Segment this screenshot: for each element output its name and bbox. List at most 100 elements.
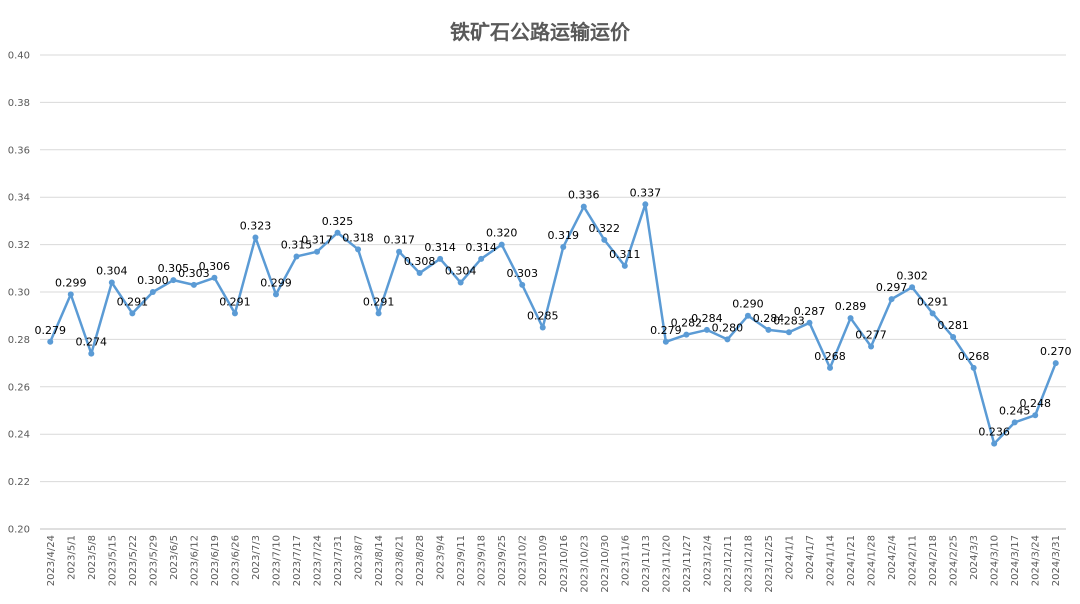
x-tick-label: 2023/6/12 [189, 535, 200, 586]
data-point [478, 255, 485, 262]
x-tick-label: 2023/7/3 [251, 535, 262, 580]
x-tick-label: 2023/4/24 [46, 535, 57, 586]
data-label: 0.303 [178, 267, 210, 280]
data-label: 0.325 [322, 215, 354, 228]
x-tick-label: 2024/1/7 [805, 535, 816, 580]
data-point [991, 440, 998, 447]
data-label: 0.279 [35, 324, 67, 337]
data-label: 0.282 [671, 317, 703, 330]
x-tick-label: 2023/9/11 [456, 535, 467, 586]
x-tick-label: 2024/3/24 [1031, 535, 1042, 586]
data-label: 0.299 [55, 276, 87, 289]
y-tick-label: 0.24 [8, 430, 30, 441]
data-label: 0.320 [486, 227, 518, 240]
x-axis-ticks: 2023/4/24 2023/5/1 2023/5/8 2023/5/15 2023/5… [46, 535, 1062, 593]
data-label: 0.300 [137, 274, 169, 287]
x-tick-label: 2024/1/14 [826, 535, 837, 586]
data-point [970, 364, 977, 371]
data-point [888, 296, 895, 303]
data-point [601, 236, 608, 243]
x-tick-label: 2023/8/7 [354, 535, 365, 580]
y-tick-label: 0.22 [8, 477, 30, 488]
x-tick-label: 2024/3/3 [969, 535, 980, 580]
y-axis-ticks: 0.20 0.22 0.24 0.26 0.28 0.30 0.32 0.34 0.36 0.38… [8, 51, 30, 536]
data-point [314, 248, 321, 255]
data-label: 0.285 [527, 310, 559, 323]
x-tick-label: 2024/3/10 [990, 535, 1001, 586]
x-tick-label: 2024/1/1 [784, 535, 795, 580]
x-tick-label: 2023/5/1 [66, 535, 77, 580]
y-tick-label: 0.38 [8, 98, 30, 109]
data-point [170, 277, 177, 284]
data-label: 0.317 [383, 234, 415, 247]
data-label: 0.290 [732, 298, 764, 311]
data-label: 0.314 [424, 241, 456, 254]
data-point [724, 336, 731, 343]
x-tick-label: 2023/12/25 [764, 535, 775, 593]
x-tick-label: 2023/8/28 [415, 535, 426, 586]
data-point [806, 319, 813, 326]
x-tick-label: 2023/5/29 [148, 535, 159, 586]
x-tick-label: 2023/11/6 [620, 535, 631, 586]
data-point [703, 326, 710, 333]
x-tick-label: 2023/10/30 [600, 535, 611, 593]
data-label: 0.337 [630, 186, 662, 199]
data-labels-layer: 0.2790.2990.2740.3040.2910.3000.3050.303… [35, 186, 1072, 438]
x-tick-label: 2023/5/22 [128, 535, 139, 586]
data-point [785, 329, 792, 336]
x-tick-label: 2023/6/5 [169, 535, 180, 580]
data-label: 0.268 [958, 350, 990, 363]
data-point [457, 279, 464, 286]
x-tick-label: 2023/10/16 [559, 535, 570, 593]
x-tick-label: 2024/3/17 [1010, 535, 1021, 586]
data-point [1011, 419, 1018, 426]
x-tick-label: 2023/9/4 [436, 535, 447, 580]
x-tick-label: 2024/2/4 [887, 535, 898, 580]
x-tick-label: 2024/2/25 [949, 535, 960, 586]
data-label: 0.291 [219, 295, 251, 308]
data-point [190, 281, 197, 288]
data-label: 0.281 [937, 319, 969, 332]
data-label: 0.305 [158, 262, 190, 275]
data-point [519, 281, 526, 288]
data-label: 0.323 [240, 219, 272, 232]
x-tick-label: 2023/7/17 [292, 535, 303, 586]
data-label: 0.236 [978, 426, 1010, 439]
data-point [929, 310, 936, 317]
y-tick-label: 0.36 [8, 145, 30, 156]
x-tick-label: 2023/10/9 [538, 535, 549, 586]
x-tick-label: 2023/11/13 [641, 535, 652, 593]
data-point [231, 310, 238, 317]
data-label: 0.289 [835, 300, 867, 313]
data-point [396, 248, 403, 255]
data-point [108, 279, 115, 286]
data-point [1032, 412, 1039, 419]
data-point [560, 243, 567, 250]
x-tick-label: 2023/7/10 [271, 535, 282, 586]
data-point [909, 284, 916, 291]
data-label: 0.277 [855, 329, 887, 342]
x-tick-label: 2024/2/11 [908, 535, 919, 586]
y-tick-label: 0.32 [8, 240, 30, 251]
data-label: 0.280 [712, 321, 744, 334]
data-label: 0.284 [691, 312, 723, 325]
x-tick-label: 2023/7/31 [333, 535, 344, 586]
data-label: 0.308 [404, 255, 436, 268]
data-point [355, 246, 362, 253]
data-point [621, 262, 628, 269]
x-tick-label: 2023/9/25 [497, 535, 508, 586]
x-tick-label: 2024/1/28 [867, 535, 878, 586]
x-tick-label: 2023/8/14 [374, 535, 385, 586]
x-tick-label: 2023/12/11 [723, 535, 734, 593]
data-label: 0.274 [76, 336, 108, 349]
data-point [642, 201, 649, 208]
data-point [293, 253, 300, 260]
x-tick-label: 2023/5/15 [107, 535, 118, 586]
y-tick-label: 0.34 [8, 193, 30, 204]
data-point [683, 331, 690, 338]
data-label: 0.270 [1040, 345, 1072, 358]
data-label: 0.314 [465, 241, 497, 254]
data-point [375, 310, 382, 317]
